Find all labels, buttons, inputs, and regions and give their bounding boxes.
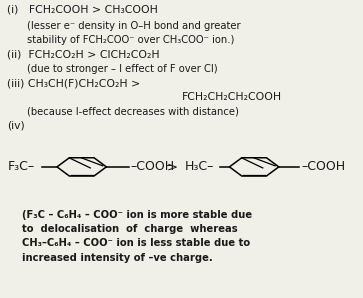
Text: (iv): (iv)	[7, 120, 25, 131]
Text: increased intensity of –ve charge.: increased intensity of –ve charge.	[22, 253, 212, 263]
Text: –COOH: –COOH	[301, 160, 346, 173]
Text: to  delocalisation  of  charge  whereas: to delocalisation of charge whereas	[22, 224, 237, 234]
Text: H₃C–: H₃C–	[185, 160, 215, 173]
Text: CH₃–C₆H₄ – COO⁻ ion is less stable due to: CH₃–C₆H₄ – COO⁻ ion is less stable due t…	[22, 238, 250, 249]
Text: (iii) CH₃CH(F)CH₂CO₂H >: (iii) CH₃CH(F)CH₂CO₂H >	[7, 79, 140, 89]
Text: >: >	[167, 160, 178, 173]
Text: F₃C–: F₃C–	[8, 160, 35, 173]
Text: (lesser e⁻ density in O–H bond and greater: (lesser e⁻ density in O–H bond and great…	[27, 21, 241, 31]
Text: (F₃C – C₆H₄ – COO⁻ ion is more stable due: (F₃C – C₆H₄ – COO⁻ ion is more stable du…	[22, 210, 252, 220]
Text: (because I-effect decreases with distance): (because I-effect decreases with distanc…	[27, 106, 239, 116]
Text: (ii)  FCH₂CO₂H > ClCH₂CO₂H: (ii) FCH₂CO₂H > ClCH₂CO₂H	[7, 49, 160, 60]
Text: stability of FCH₂COO⁻ over CH₃COO⁻ ion.): stability of FCH₂COO⁻ over CH₃COO⁻ ion.)	[27, 35, 234, 45]
Text: (i)   FCH₂COOH > CH₃COOH: (i) FCH₂COOH > CH₃COOH	[7, 4, 158, 15]
Text: –COOH: –COOH	[131, 160, 175, 173]
Text: (due to stronger – I effect of F over Cl): (due to stronger – I effect of F over Cl…	[27, 64, 218, 74]
Text: FCH₂CH₂CH₂COOH: FCH₂CH₂CH₂COOH	[182, 92, 282, 103]
